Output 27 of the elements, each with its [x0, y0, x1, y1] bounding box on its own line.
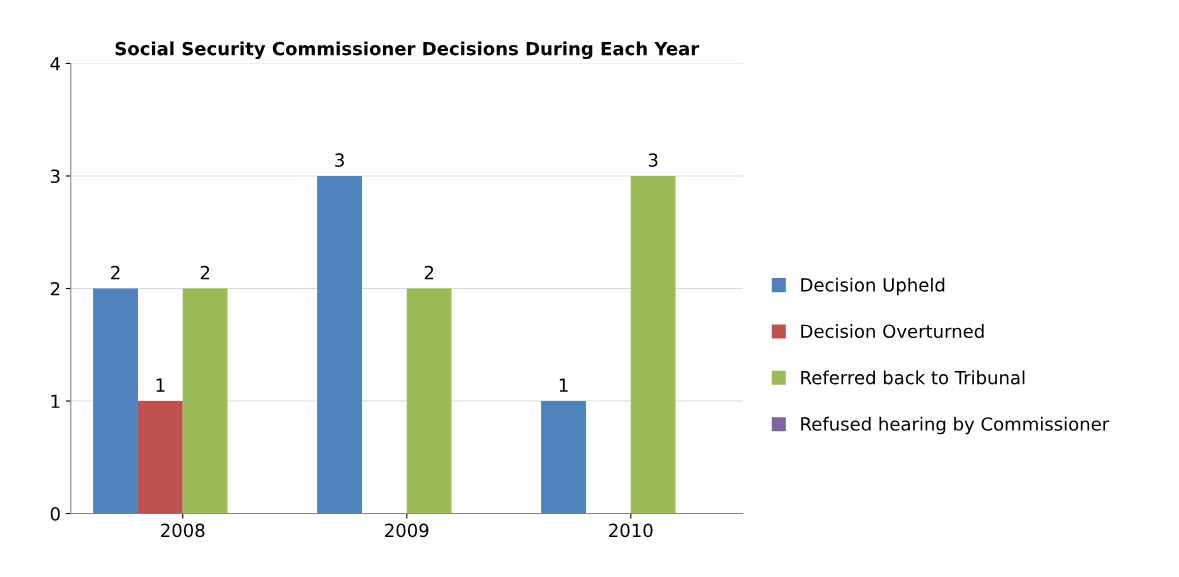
data-label: 1 [156, 378, 165, 392]
data-label: 3 [648, 153, 658, 167]
x-tick-label: 2008 [161, 523, 205, 538]
bar [182, 288, 228, 514]
data-label: 2 [111, 265, 120, 280]
bar [541, 401, 586, 514]
data-label: 1 [559, 378, 568, 392]
x-tick-label: 2009 [385, 523, 429, 538]
bar [137, 401, 183, 514]
bar [406, 288, 452, 514]
data-label: 2 [200, 265, 210, 280]
bar [630, 175, 676, 514]
bar [317, 175, 362, 514]
legend-label: Decision Upheld [801, 277, 945, 296]
legend-label: Refused hearing by Commissioner [801, 416, 1110, 435]
y-tick-label: 1 [51, 394, 60, 408]
y-tick-label: 2 [50, 281, 60, 296]
legend-label: Referred back to Tribunal [801, 370, 1025, 385]
y-tick-label: 0 [50, 506, 60, 521]
y-tick-label: 4 [50, 57, 60, 71]
bar [93, 288, 138, 514]
data-label: 2 [424, 265, 434, 280]
data-label: 3 [335, 153, 344, 167]
legend-label: Decision Overturned [801, 324, 984, 339]
y-tick-label: 3 [50, 169, 60, 184]
chart-title: Social Security Commissioner Decisions During Each Year [115, 41, 700, 60]
x-tick-label: 2010 [609, 523, 653, 538]
